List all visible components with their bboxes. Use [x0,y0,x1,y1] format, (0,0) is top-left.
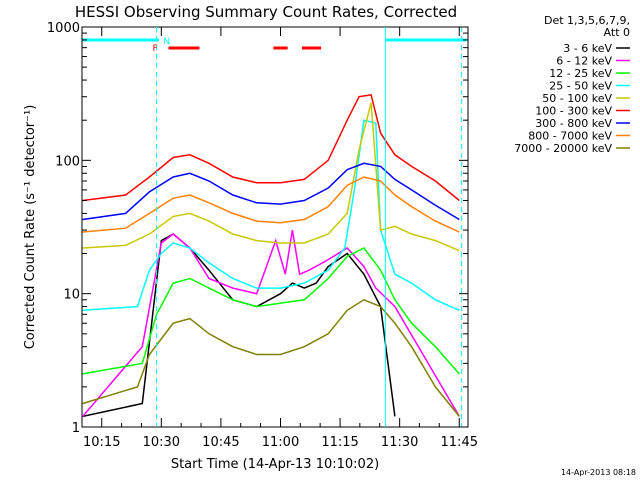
series-line-7 [82,176,460,233]
series-line-1 [82,229,460,417]
x-axis-label: Start Time (14-Apr-13 10:10:02) [171,457,379,472]
axis-layer: 10:15 10:30 10:45 11:00 11:15 11:30 11:45 1 10 10… [47,21,478,450]
series-layer [82,93,460,418]
overlay-layer: NF [82,27,467,427]
plot-area-frame [81,26,469,428]
y-tick-label-0: 1 [72,421,80,436]
chart-title: HESSI Observing Summary Count Rates, Cor… [75,3,457,21]
timestamp: 14-Apr-2013 08:18 [561,468,636,477]
x-tick-label-3: 11:00 [262,435,299,450]
x-tick-label-4: 11:15 [321,435,358,450]
series-line-6 [82,162,460,221]
series-line-5 [82,93,460,202]
flag-label-N: N [163,37,170,47]
y-tick-label-2: 100 [55,154,80,169]
x-tick-label-2: 10:45 [202,435,239,450]
legend-entry-1: 6 - 12 keV [556,55,612,68]
legend-entry-2: 12 - 25 keV [549,67,612,80]
x-tick-label-5: 11:30 [381,435,418,450]
legend-header-0: Det 1,3,5,6,7,9, [544,14,630,27]
series-line-8 [82,298,460,417]
legend-entry-3: 25 - 50 keV [549,80,612,93]
x-tick-label-6: 11:45 [441,435,478,450]
y-axis-label: Corrected Count Rate (s⁻¹ detector⁻¹) [23,105,38,350]
series-line-4 [82,102,460,252]
legend-entry-5: 100 - 300 keV [535,105,612,118]
series-line-3 [82,119,460,312]
legend-entry-0: 3 - 6 keV [563,42,612,55]
legend-entry-8: 7000 - 20000 keV [514,142,612,155]
legend-entry-6: 300 - 800 keV [535,117,612,130]
x-tick-label-0: 10:15 [83,435,120,450]
flag-label-F: F [153,44,158,54]
y-tick-label-3: 1000 [47,21,80,36]
legend-entry-7: 800 - 7000 keV [528,130,612,143]
legend-header-1: Att 0 [604,26,630,39]
y-tick-label-1: 10 [63,288,80,303]
legend-entry-4: 50 - 100 keV [542,92,612,105]
x-tick-label-1: 10:30 [143,435,180,450]
series-line-2 [82,247,460,375]
